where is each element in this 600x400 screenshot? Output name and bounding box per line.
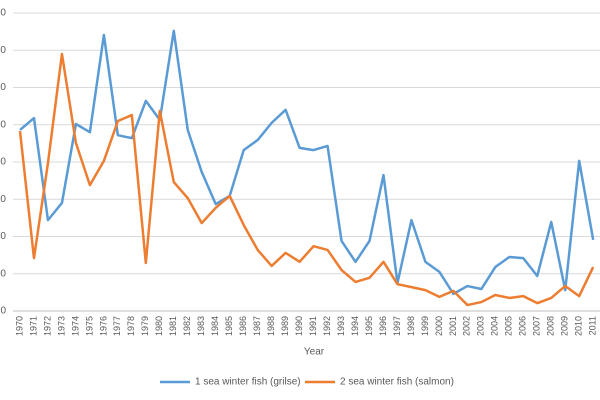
x-tick-label: 2007 [532,316,542,336]
x-axis-label: Year [304,347,325,358]
y-tick-label: 0 [0,306,6,317]
x-tick-label: 1982 [182,316,192,336]
series-line [19,29,595,296]
x-tick-label: 1995 [364,316,374,336]
legend-label: 2 sea winter fish (salmon) [340,377,454,388]
x-tick-label: 2011 [588,316,598,335]
x-tick-label: 1972 [42,316,52,336]
x-tick-label: 2005 [504,316,514,336]
y-tick-label: 400 [0,157,6,168]
y-tick-label: 200 [0,231,6,242]
x-tick-label: 1997 [392,316,402,336]
x-tick-label: 1986 [238,316,248,336]
y-tick-label: 800 [0,8,6,19]
x-tick-label: 1976 [98,316,108,336]
x-tick-label: 1992 [322,316,332,336]
x-tick-label: 2002 [462,316,472,336]
x-tick-label: 1994 [350,316,360,336]
x-tick-label: 1985 [224,316,234,336]
series-line [18,52,595,307]
y-tick-label: 300 [0,194,6,205]
x-tick-label: 1983 [196,316,206,336]
legend-label: 1 sea winter fish (grilse) [195,377,301,388]
y-tick-label: 500 [0,119,6,130]
x-tick-label: 1973 [56,316,66,336]
y-tick-label: 100 [0,268,6,279]
x-tick-label: 2004 [490,316,500,336]
x-tick-label: 1970 [14,316,24,336]
x-tick-label: 2001 [448,316,458,336]
x-tick-label: 1988 [266,316,276,336]
x-tick-label: 1975 [84,316,94,336]
x-tick-label: 1984 [210,316,220,336]
y-tick-label: 600 [0,82,6,93]
x-tick-label: 1998 [406,316,416,336]
x-tick-label: 1993 [336,316,346,336]
x-tick-label: 1990 [294,316,304,336]
x-tick-label: 1971 [28,316,38,336]
x-tick-label: 2003 [476,316,486,336]
x-tick-label: 1980 [154,316,164,336]
x-tick-label: 1987 [252,316,262,336]
x-tick-label: 1977 [112,316,122,336]
x-tick-label: 1989 [280,316,290,336]
x-tick-label: 1996 [378,316,388,336]
x-tick-label: 2010 [574,316,584,336]
x-tick-label: 2006 [518,316,528,336]
x-tick-label: 1978 [126,316,136,336]
y-tick-label: 700 [0,45,6,56]
x-tick-label: 2009 [560,316,570,336]
x-tick-label: 1991 [308,316,318,336]
x-tick-label: 1999 [420,316,430,336]
x-tick-label: 1974 [70,316,80,336]
x-tick-label: 2000 [434,316,444,336]
x-tick-label: 1979 [140,316,150,336]
x-tick-label: 2008 [546,316,556,336]
x-tick-label: 1981 [168,316,178,336]
